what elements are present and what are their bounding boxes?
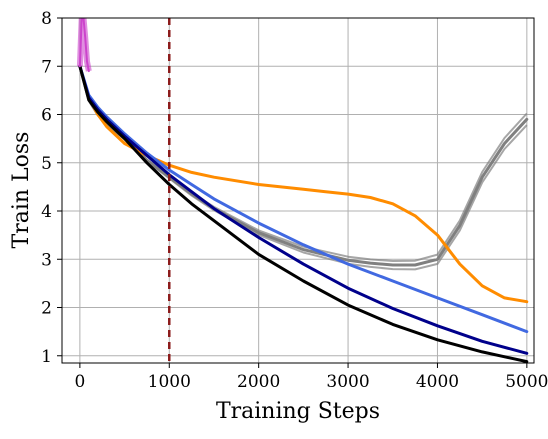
- royal-blue-series-line: [78, 64, 529, 334]
- x-tick-label: 3000: [326, 372, 369, 392]
- series-layer: [76, 18, 529, 363]
- black-series-line: [78, 64, 529, 363]
- y-tick-label: 2: [41, 299, 52, 319]
- y-tick-label: 3: [41, 250, 52, 270]
- y-axis-label: Train Loss: [9, 132, 34, 249]
- dark-blue-series-line: [78, 64, 529, 355]
- x-tick-label: 1000: [148, 372, 191, 392]
- x-tick-label: 2000: [237, 372, 280, 392]
- x-tick-label: 5000: [505, 372, 548, 392]
- plot-frame: [61, 17, 535, 364]
- magenta-series-line: [78, 18, 90, 73]
- gray-series-line: [78, 64, 529, 267]
- y-tick-label: 8: [41, 9, 52, 29]
- x-tick-label: 0: [74, 372, 85, 392]
- x-tick-label: 4000: [416, 372, 459, 392]
- y-tick-label: 5: [41, 154, 52, 174]
- plot-background: [62, 18, 534, 363]
- y-tick-label: 7: [41, 57, 52, 77]
- y-tick-label: 6: [41, 106, 52, 126]
- ticks: 0 1000 2000 3000 4000 5000 1 2 3 4 5 6 7 8: [41, 9, 548, 392]
- orange-series-line: [78, 64, 529, 304]
- y-tick-label: 1: [41, 347, 52, 367]
- y-tick-label: 4: [41, 202, 52, 222]
- x-axis-label: Training Steps: [216, 399, 380, 424]
